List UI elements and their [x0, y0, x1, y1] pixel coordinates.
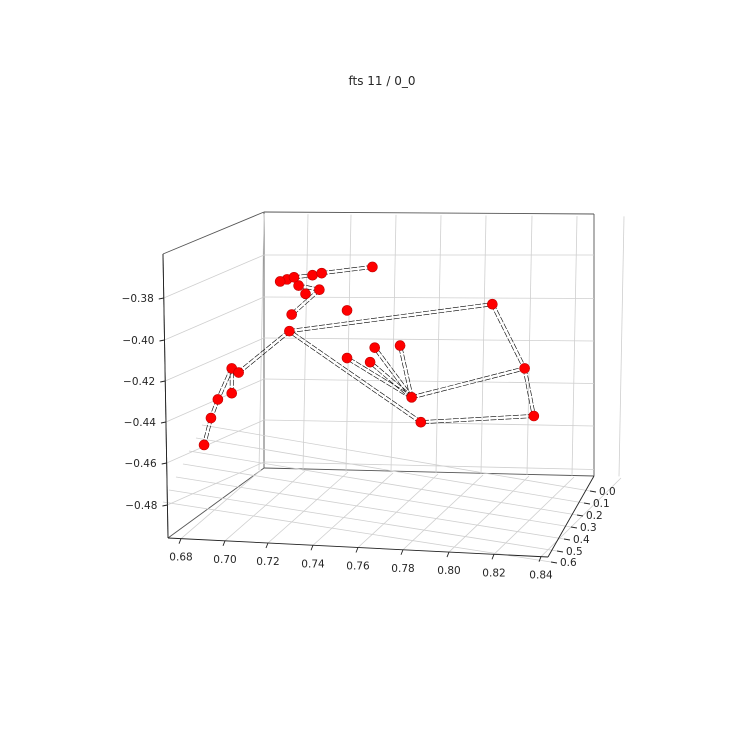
skeleton-edge	[522, 368, 536, 417]
skeleton-edge	[398, 345, 414, 398]
y-tick-label: 0.1	[593, 498, 610, 510]
skeleton-edge	[411, 366, 526, 400]
chart-title: fts 11 / 0_0	[349, 74, 416, 88]
y-tick-label: 0.6	[560, 557, 577, 569]
skeleton-joint-point	[341, 305, 353, 316]
x-tick-label: 0.80	[437, 565, 460, 577]
skeleton-joints	[198, 261, 540, 451]
x-tick-label: 0.76	[346, 561, 370, 573]
x-tick-label: 0.82	[482, 567, 505, 579]
skeleton-joint-point	[300, 288, 311, 300]
skeleton-joint-point	[307, 269, 318, 281]
z-axis-ticks: −0.38 −0.40 −0.42 −0.44 −0.46 −0.48	[122, 293, 168, 512]
y-tick-label: 0.4	[573, 534, 590, 546]
x-axis-ticks: 0.68 0.70 0.72 0.74 0.76 0.78 0.80 0.82 0.84	[169, 538, 553, 582]
skeleton-joint-point	[394, 340, 406, 351]
skeleton-joint-point	[205, 412, 217, 424]
y-axis-ticks: 0.00.10.20.30.40.50.6	[550, 486, 616, 569]
z-tick-label: −0.42	[123, 376, 155, 388]
skeleton-edge	[237, 329, 291, 374]
z-tick-label: −0.46	[124, 458, 156, 470]
x-tick-label: 0.72	[256, 556, 279, 568]
skeleton-joint-point	[341, 352, 353, 364]
skeleton-joint-point	[519, 363, 530, 374]
skeleton-joint-point	[367, 261, 378, 273]
z-tick-label: −0.48	[125, 500, 157, 512]
y-tick-label: 0.2	[586, 510, 603, 522]
skeleton-joint-point	[212, 394, 224, 405]
skeleton-edge	[373, 346, 414, 399]
skeleton-edges	[202, 265, 536, 446]
skeleton-edge	[420, 414, 534, 425]
y-tick-label: 0.3	[580, 522, 597, 534]
x-tick-label: 0.70	[213, 554, 236, 566]
skeleton-joint-point	[528, 410, 540, 422]
skeleton-joint-point	[293, 280, 304, 291]
skeleton-edge	[289, 302, 493, 334]
skeleton-edge	[290, 288, 321, 316]
y-tick-label: 0.0	[599, 486, 616, 498]
skeleton-joint-point	[314, 284, 325, 296]
skeleton-joint-point	[198, 439, 210, 451]
skeleton-edge	[288, 329, 422, 424]
skeleton-joint-point	[226, 387, 238, 399]
skeleton-edge	[346, 356, 413, 399]
grid-lines	[162, 213, 625, 563]
skeleton-joint-point	[233, 367, 244, 378]
skeleton-edge	[368, 360, 413, 399]
skeleton-joint-point	[316, 267, 327, 279]
skeleton-joint-point	[369, 342, 381, 353]
skeleton-joint-point	[284, 325, 295, 337]
skeleton-joint-point	[286, 309, 298, 320]
x-tick-label: 0.74	[301, 558, 325, 570]
y-tick-label: 0.5	[566, 546, 583, 558]
skeleton-joint-point	[364, 356, 376, 368]
skeleton-joint-point	[415, 416, 427, 428]
skeleton-edge	[216, 367, 234, 401]
x-tick-label: 0.68	[169, 552, 192, 564]
z-tick-label: −0.40	[122, 335, 154, 347]
skeleton-edge	[321, 265, 373, 276]
axes-lines	[162, 253, 595, 558]
skeleton-edge	[490, 303, 527, 370]
z-tick-label: −0.44	[124, 417, 156, 429]
skeleton-joint-point	[274, 276, 286, 287]
skeleton-joint-point	[487, 298, 498, 310]
z-tick-label: −0.38	[122, 293, 154, 305]
skeleton-joint-point	[288, 271, 300, 283]
x-tick-label: 0.84	[529, 570, 553, 582]
skeleton-joint-point	[406, 392, 417, 403]
x-tick-label: 0.78	[391, 563, 414, 575]
